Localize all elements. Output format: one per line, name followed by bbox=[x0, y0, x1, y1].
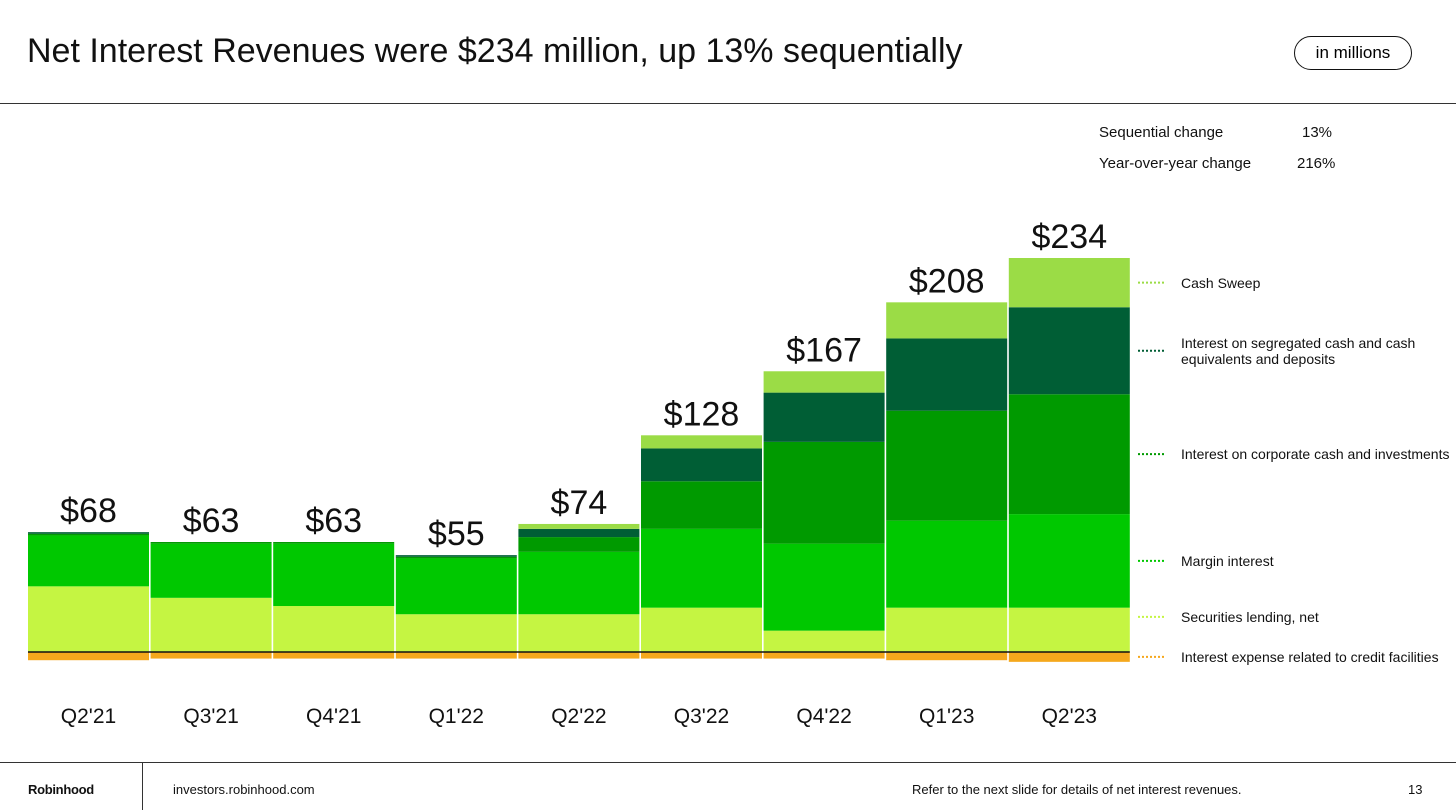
bar-segment bbox=[1008, 394, 1130, 515]
bar-segment bbox=[150, 652, 272, 659]
total-label: $63 bbox=[183, 502, 240, 540]
x-tick-label: Q2'21 bbox=[61, 705, 116, 728]
bar-segment bbox=[395, 556, 517, 559]
bar-segment bbox=[28, 652, 149, 661]
bar-segment bbox=[395, 555, 517, 557]
bar-segment bbox=[518, 537, 640, 552]
bar-segment bbox=[886, 652, 1008, 661]
divider bbox=[0, 103, 1456, 104]
legend-label: Cash Sweep bbox=[1181, 274, 1261, 291]
legend-label: Securities lending, net bbox=[1181, 608, 1319, 625]
x-tick-label: Q2'23 bbox=[1042, 705, 1097, 728]
bar-segment bbox=[641, 435, 762, 449]
bar-segment bbox=[763, 441, 885, 544]
x-tick-label: Q4'22 bbox=[796, 705, 851, 728]
bar-segment bbox=[886, 520, 1008, 608]
total-label: $55 bbox=[428, 515, 485, 553]
bar-segment bbox=[28, 532, 149, 534]
bar-segment bbox=[1008, 258, 1130, 308]
bar-segment bbox=[1008, 607, 1130, 652]
bar-segment bbox=[641, 607, 762, 652]
bar-segment bbox=[395, 652, 517, 659]
bar-segment bbox=[886, 607, 1008, 652]
bar-segment bbox=[273, 652, 395, 659]
bar-segment bbox=[1008, 652, 1130, 662]
bar-segment bbox=[641, 652, 762, 659]
brand: Robinhood bbox=[28, 782, 94, 797]
bar-segment bbox=[763, 371, 885, 393]
x-tick-label: Q2'22 bbox=[551, 705, 606, 728]
total-label: $63 bbox=[305, 502, 362, 540]
bar-segment bbox=[395, 558, 517, 615]
x-tick-label: Q3'22 bbox=[674, 705, 729, 728]
bar-segment bbox=[1008, 514, 1130, 608]
x-tick-label: Q3'21 bbox=[183, 705, 238, 728]
bar-segment bbox=[641, 481, 762, 529]
legend-label: Margin interest bbox=[1181, 552, 1274, 569]
stat-value: 216% bbox=[1297, 155, 1336, 172]
stat-value: 13% bbox=[1302, 124, 1333, 141]
total-label: $74 bbox=[551, 484, 608, 522]
bar-segment bbox=[763, 392, 885, 442]
bar-segment bbox=[763, 543, 885, 631]
bar-segment bbox=[28, 586, 149, 652]
site: investors.robinhood.com bbox=[173, 782, 315, 797]
bar-segment bbox=[886, 302, 1008, 339]
total-label: $167 bbox=[786, 331, 862, 369]
bar-segment bbox=[150, 597, 272, 652]
bar-segment bbox=[641, 528, 762, 608]
bar-segment bbox=[395, 614, 517, 652]
bar-segment bbox=[28, 535, 149, 587]
total-label: $68 bbox=[60, 492, 117, 530]
divider bbox=[142, 763, 143, 810]
title: Net Interest Revenues were $234 million,… bbox=[27, 32, 963, 70]
bar-segment bbox=[518, 652, 640, 659]
x-tick-label: Q1'22 bbox=[429, 705, 484, 728]
chart: $68 Q2'21 $63 Q3'21 $63 Q4'21 $55 Q1'22 $74 Q2'22… bbox=[28, 218, 1166, 728]
x-tick-label: Q4'21 bbox=[306, 705, 361, 728]
bar-segment bbox=[28, 533, 149, 536]
legend-label: Interest on corporate cash and investmen… bbox=[1181, 446, 1450, 463]
total-label: $234 bbox=[1031, 218, 1107, 256]
stat-label: Year-over-year change bbox=[1099, 155, 1252, 172]
bar-segment bbox=[273, 543, 395, 607]
bar-segment bbox=[518, 528, 640, 538]
bar-segment bbox=[641, 448, 762, 482]
bar-segment bbox=[150, 543, 272, 598]
bar-segment bbox=[273, 542, 395, 544]
bar-segment bbox=[886, 410, 1008, 521]
bar-segment bbox=[1008, 307, 1130, 395]
note: Refer to the next slide for details of n… bbox=[912, 782, 1242, 797]
bar-segment bbox=[150, 542, 272, 544]
stat-label: Sequential change bbox=[1099, 124, 1224, 141]
legend-label: Interest expense related to credit facil… bbox=[1181, 648, 1439, 665]
legend-label: Interest on segregated cash and cash equ… bbox=[1181, 334, 1416, 367]
divider bbox=[0, 762, 1456, 763]
page-number: 13 bbox=[1408, 782, 1423, 797]
bar-segment bbox=[518, 523, 640, 529]
bar-segment bbox=[886, 338, 1008, 411]
units-badge: in millions bbox=[1294, 36, 1412, 70]
x-tick-label: Q1'23 bbox=[919, 705, 974, 728]
bar-segment bbox=[518, 551, 640, 615]
total-label: $128 bbox=[664, 395, 740, 433]
bar-segment bbox=[273, 606, 395, 652]
total-label: $208 bbox=[909, 262, 985, 300]
bar-segment bbox=[518, 614, 640, 652]
bar-segment bbox=[763, 652, 885, 659]
bar-segment bbox=[763, 630, 885, 652]
